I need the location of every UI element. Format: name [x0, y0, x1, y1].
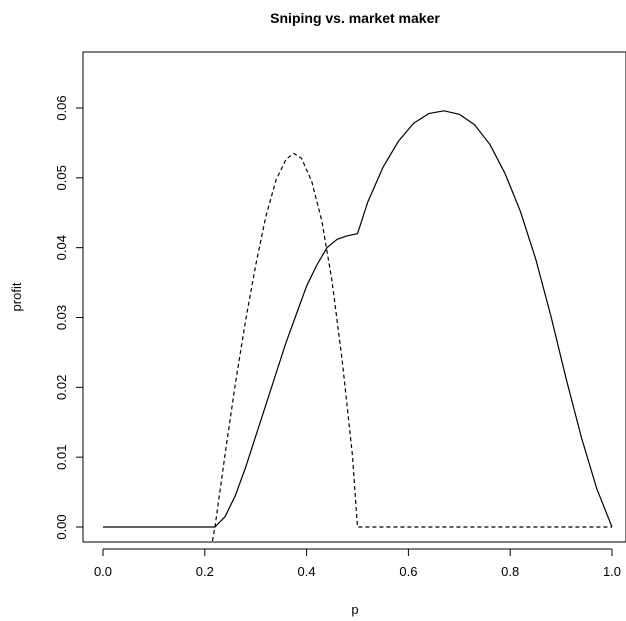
y-tick-label: 0.00 [54, 514, 69, 539]
y-axis: 0.00 0.01 0.02 0.03 0.04 0.05 0.06 [54, 95, 84, 540]
x-tick-label: 0.8 [501, 564, 519, 579]
x-tick-label: 0.2 [196, 564, 214, 579]
y-tick-label: 0.06 [54, 95, 69, 120]
y-tick-label: 0.01 [54, 445, 69, 470]
y-tick-label: 0.05 [54, 165, 69, 190]
x-tick-label: 0.6 [399, 564, 417, 579]
plot-frame [82, 51, 626, 543]
x-tick-label: 1.0 [603, 564, 621, 579]
series-layer [103, 110, 613, 542]
series-solid-line [103, 110, 613, 528]
y-axis-label: profit [9, 282, 24, 311]
x-axis-label: p [351, 602, 358, 617]
y-tick-label: 0.03 [54, 305, 69, 330]
y-tick-label: 0.04 [54, 235, 69, 260]
y-tick-label: 0.02 [54, 375, 69, 400]
x-axis: 0.0 0.2 0.4 0.6 0.8 1.0 [94, 548, 621, 579]
series-dashed-line [211, 152, 612, 542]
x-tick-label: 0.4 [298, 564, 316, 579]
x-tick-label: 0.0 [94, 564, 112, 579]
chart-title: Sniping vs. market maker [270, 10, 440, 26]
